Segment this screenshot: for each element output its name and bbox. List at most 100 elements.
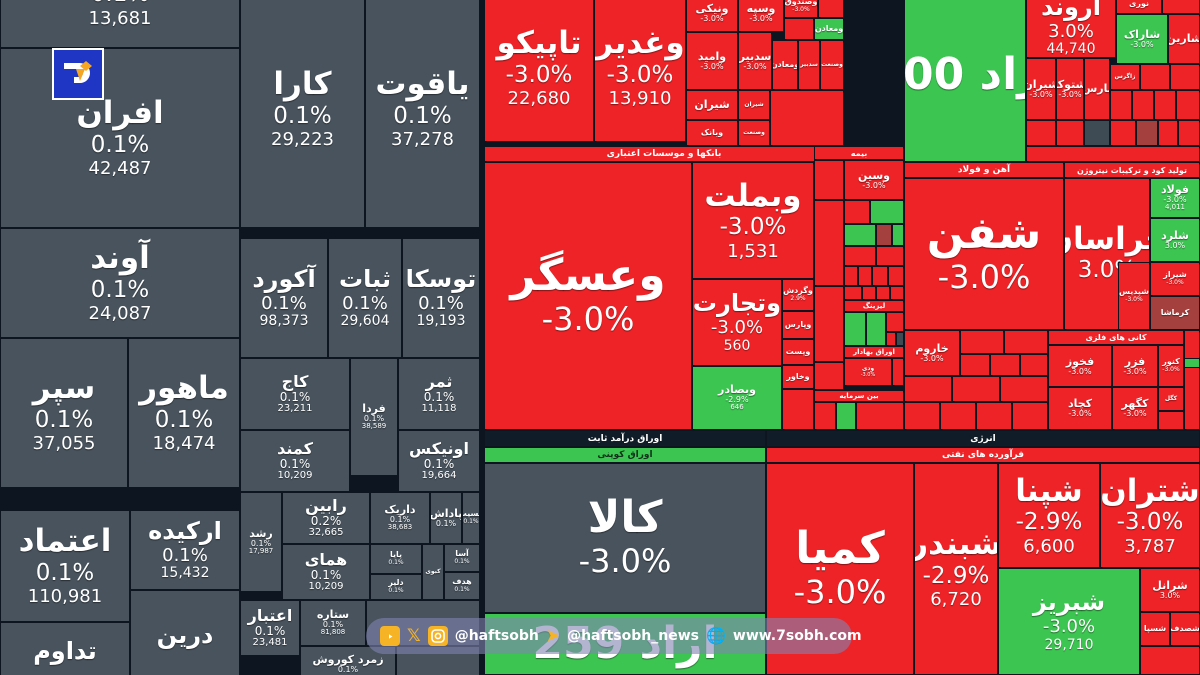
tile-shapna[interactable]: شبندر -2.9% 6,720 xyxy=(914,463,998,675)
tile-onyx[interactable]: اونیکس 0.1% 19,664 xyxy=(398,430,480,492)
tile-mahoor[interactable]: ماهور 0.1% 18,474 xyxy=(128,338,240,488)
tile-cap-c[interactable] xyxy=(856,402,904,430)
tile-shasadaf[interactable]: شسپا xyxy=(1140,612,1170,646)
tile-arvand[interactable]: اراد 200 xyxy=(904,0,1026,162)
tile-darin[interactable]: درین xyxy=(130,590,240,675)
tile-steel-h[interactable] xyxy=(1000,376,1048,402)
tile-petro-k[interactable] xyxy=(1110,120,1136,146)
tile-vasanat[interactable]: وصنعت xyxy=(820,40,844,90)
tile-sharak[interactable]: نوری xyxy=(1116,0,1162,14)
tile-setareh[interactable]: ستاره 0.1% 81,808 xyxy=(300,600,366,646)
tile-ins-m[interactable] xyxy=(844,286,862,300)
tile-vabsader[interactable]: وتجارت -3.0% 560 xyxy=(692,279,782,366)
tile-petro-l[interactable] xyxy=(1136,120,1158,146)
tile-khorasan[interactable]: شلرد 3.0% xyxy=(1150,218,1200,262)
tile-ins-l[interactable] xyxy=(888,266,904,286)
tile-lease-c[interactable] xyxy=(886,312,904,332)
tile-ins-k[interactable] xyxy=(872,266,888,286)
tile-shiraz[interactable]: شپدیس -3.0% xyxy=(1118,262,1150,330)
tile-shahr[interactable]: شصدف xyxy=(1170,612,1200,646)
tile-sec-b[interactable] xyxy=(892,358,904,386)
tile-shiran-right[interactable]: شارین xyxy=(1168,14,1200,64)
tile-ore-side[interactable] xyxy=(1184,330,1200,430)
tile-steel-c[interactable] xyxy=(960,354,990,376)
tile-energy-filler[interactable] xyxy=(1140,646,1200,675)
tile-vakhavar[interactable]: وپست xyxy=(782,339,814,365)
tile-dalir[interactable]: دلیر 0.1% xyxy=(370,574,422,600)
tile-separ[interactable]: سپر 0.1% 37,055 xyxy=(0,338,128,488)
tile-petro-g[interactable] xyxy=(1176,90,1200,120)
tile-sadbir[interactable]: سدبیر xyxy=(798,40,820,90)
tile-bank-filler[interactable] xyxy=(782,389,814,430)
tile-petro-o[interactable] xyxy=(1026,146,1200,162)
tile-tooska[interactable]: توسکا 0.1% 19,193 xyxy=(402,238,480,358)
tile-steel-g[interactable] xyxy=(952,376,1000,402)
tile-vaghadir[interactable]: وغدیر -3.0% 13,910 xyxy=(594,0,686,142)
tile-kahroba[interactable] xyxy=(818,0,844,18)
tile-ore-filler[interactable] xyxy=(1158,411,1184,430)
tile-ins-n[interactable] xyxy=(862,286,876,300)
tile-samar[interactable]: ثمر 0.1% 11,118 xyxy=(398,358,480,430)
tile-noori[interactable]: اروند 3.0% 44,740 xyxy=(1026,0,1116,58)
tile-sabat[interactable]: ثبات 0.1% 29,604 xyxy=(328,238,402,358)
tile-ins-h[interactable] xyxy=(876,246,904,266)
tile-saba-green[interactable]: ومعادن xyxy=(814,18,844,40)
tile-foolad[interactable]: شفن -3.0% xyxy=(904,178,1064,330)
tile-etebar[interactable]: اعتبار 0.1% 23,481 xyxy=(240,600,300,656)
tile-ins-i[interactable] xyxy=(844,266,858,286)
tile-petro-h[interactable] xyxy=(1026,120,1056,146)
tile-kaboy[interactable]: کبوی xyxy=(422,544,444,600)
tile-vasepeh[interactable]: وسپه -3.0% xyxy=(738,0,784,32)
tile-tadavom[interactable]: تداوم xyxy=(0,622,130,675)
tile-steel-k[interactable] xyxy=(976,402,1012,430)
tile-darik[interactable]: داریک 0.1% 38,683 xyxy=(370,492,430,544)
tile-ins-j[interactable] xyxy=(858,266,872,286)
tile-kimia[interactable]: کنور -3.0% xyxy=(1158,345,1184,387)
tile-yaghoot[interactable]: یاقوت 0.1% 37,278 xyxy=(365,0,480,228)
tile-tapico[interactable]: تاپیکو -3.0% 22,680 xyxy=(484,0,594,142)
tile-vaparss[interactable]: وگردش 2.9% xyxy=(782,279,814,311)
tile-padash[interactable]: پاداش 0.1% xyxy=(430,492,462,544)
tile-petro-c[interactable] xyxy=(1170,64,1200,90)
tile-sharanel[interactable]: شبریز -3.0% 29,710 xyxy=(998,568,1140,675)
tile-lease-a[interactable] xyxy=(844,312,866,346)
tile-saba[interactable]: ومعادن xyxy=(772,40,798,90)
tile-vasin[interactable]: وخاور xyxy=(782,365,814,389)
tile-vaasgar[interactable]: وبانک xyxy=(686,120,738,146)
tile-ins-g[interactable] xyxy=(844,246,876,266)
tile-kharoom[interactable]: کرماشا xyxy=(1150,296,1200,330)
tile-cap-a[interactable] xyxy=(814,402,836,430)
tile-vabimeh2[interactable] xyxy=(814,286,844,362)
tile-steel-j[interactable] xyxy=(940,402,976,430)
tile-vaziam[interactable] xyxy=(784,18,814,40)
tile-vamaaden[interactable]: وامید -3.0% xyxy=(686,32,738,90)
tile-unnamed-top[interactable]: 0.1% 13,681 xyxy=(0,0,240,48)
tile-ins-c[interactable] xyxy=(870,200,904,224)
tile-steel-b[interactable] xyxy=(1004,330,1048,354)
tile-shatran[interactable]: شپنا -2.9% 6,600 xyxy=(998,463,1100,568)
tile-petro-a[interactable] xyxy=(1162,0,1200,14)
tile-vaniki[interactable]: ونیکی -3.0% xyxy=(686,0,738,32)
tile-ins-o[interactable] xyxy=(876,286,890,300)
tile-petro-e[interactable] xyxy=(1132,90,1154,120)
tile-lease-d[interactable] xyxy=(886,332,896,346)
tile-kamand[interactable]: کمند 0.1% 10,209 xyxy=(240,430,350,492)
tile-kagohar[interactable]: کچاد -3.0% xyxy=(1048,387,1112,430)
tile-petro-j[interactable] xyxy=(1084,120,1110,146)
tile-petro-f[interactable] xyxy=(1154,90,1176,120)
tile-paya[interactable]: پایا 0.1% xyxy=(370,544,422,574)
tile-vabimeh[interactable] xyxy=(814,200,844,286)
tile-roshd[interactable]: رشد 0.1% 17,987 xyxy=(240,492,282,592)
tile-vadi[interactable]: وسین -3.0% xyxy=(844,160,904,200)
tile-fazar[interactable]: فخوز -3.0% xyxy=(1048,345,1112,387)
instagram-icon[interactable] xyxy=(427,626,448,646)
tile-asa[interactable]: آسا 0.1% xyxy=(444,544,480,572)
tile-kermasha[interactable]: شیراز -3.0% xyxy=(1150,262,1200,296)
tile-avand[interactable]: آوند 0.1% 24,087 xyxy=(0,228,240,338)
tile-kaj[interactable]: کاج 0.1% 23,211 xyxy=(240,358,350,430)
tile-konor[interactable]: کگل xyxy=(1158,387,1184,411)
tile-shalard[interactable]: فولاد -3.0% 4,011 xyxy=(1150,178,1200,218)
tile-kasib[interactable]: کسیب 0.1% xyxy=(462,492,480,544)
tile-farda[interactable]: فردا 0.1% 38,589 xyxy=(350,358,398,476)
tile-cap-b[interactable] xyxy=(836,402,856,430)
